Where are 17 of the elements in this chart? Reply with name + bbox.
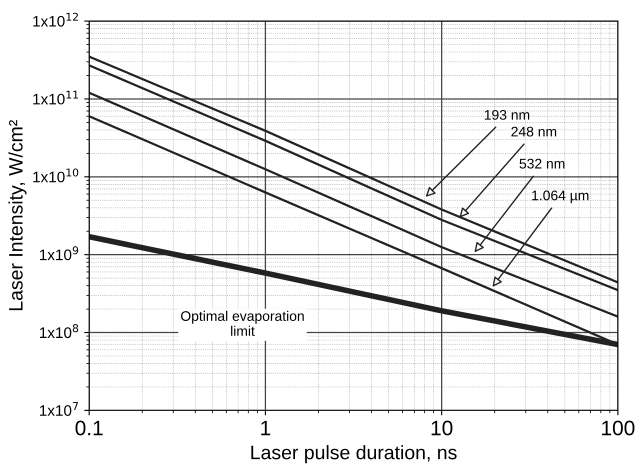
y-axis-title: Laser Intensity, W/cm² xyxy=(8,120,27,310)
y-tick-label: 1x10$^{10}$ xyxy=(33,168,78,182)
y-tick-label: 1x10$^{8}$ xyxy=(40,324,78,338)
x-tick-label: 100 xyxy=(602,420,634,436)
y-tick-label: 1x10$^{12}$ xyxy=(33,12,78,27)
x-tick-label: 0.1 xyxy=(76,420,103,436)
y-tick-label: 1x10$^{11}$ xyxy=(33,90,78,105)
annotation: 248 nm xyxy=(511,126,556,137)
y-tick-label: 1x10$^{9}$ xyxy=(40,246,78,260)
annotation: 532 nm xyxy=(520,158,564,169)
y-tick-label: 1x10$^{7}$ xyxy=(40,402,78,416)
annotation: 1.064 µm xyxy=(532,190,588,204)
annotation: Optimal evaporation limit xyxy=(181,310,304,336)
x-tick-label: 1 xyxy=(261,420,270,436)
annotation: 193 nm xyxy=(484,110,530,120)
x-tick-label: 10 xyxy=(432,420,452,436)
x-axis-title: Laser pulse duration, ns xyxy=(251,445,457,464)
